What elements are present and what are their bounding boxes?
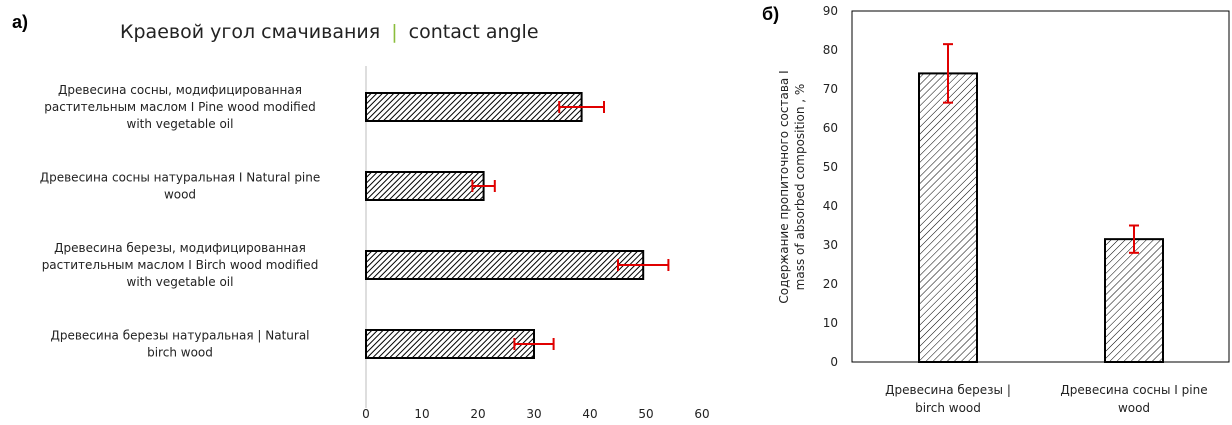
panel-a-category-label-line: with vegetable oil xyxy=(127,117,234,131)
panel-a-x-tick-label: 10 xyxy=(414,407,429,421)
panel-b-y-tick-label: 90 xyxy=(823,4,838,18)
panel-b-category-label-line: wood xyxy=(1118,401,1150,415)
panel-a-category-label-line: Древесина сосны, модифицированная xyxy=(58,83,302,97)
panel-a-x-tick-label: 50 xyxy=(638,407,653,421)
panel-a-x-tick-label: 30 xyxy=(526,407,541,421)
panel-b-y-tick-label: 70 xyxy=(823,82,838,96)
panel-b-plot-frame xyxy=(851,10,1230,363)
panel-a-category-label-line: растительным маслом I Birch wood modifie… xyxy=(42,258,319,272)
panel-a-category-label-2: Древесина березы, модифицированная растит… xyxy=(42,241,319,289)
panel-b-category-label-line: Древесина сосны I pine xyxy=(1060,383,1207,397)
panel-b-bar-0 xyxy=(918,72,978,364)
panel-a-category-label-line: Древесина сосны натуральная I Natural pi… xyxy=(40,171,321,185)
panel-a-category-label-line: Древесина березы, модифицированная xyxy=(54,241,306,255)
panel-b-y-tick-label: 60 xyxy=(823,121,838,135)
panel-b-y-axis-title-line: Содержание пропиточного состава I xyxy=(777,70,791,303)
panel-a-bar-3 xyxy=(365,329,535,359)
panel-b-y-tick-label: 80 xyxy=(823,43,838,57)
panel-b-category-label-0: Древесина березы | birch wood xyxy=(885,383,1011,415)
panel-b-bar-1 xyxy=(1104,238,1164,363)
panel-a-bar-2 xyxy=(365,250,645,280)
panel-a-category-label-3: Древесина березы натуральная | Natural bi… xyxy=(50,329,309,360)
panel-b-y-tick-label: 10 xyxy=(823,316,838,330)
panel-b-y-axis-title-line: mass of absorbed composition , % xyxy=(793,84,807,291)
panel-b-category-label-line: Древесина березы | xyxy=(885,383,1011,397)
panel-a-category-label-line: with vegetable oil xyxy=(127,275,234,289)
panel-a-label: а) xyxy=(12,12,28,32)
panel-a-bars xyxy=(365,92,670,359)
panel-b-category-label-line: birch wood xyxy=(915,401,981,415)
panel-b-y-ticks: 0 10 20 30 40 50 60 70 80 90 xyxy=(823,4,838,369)
panel-a-category-label-1: Древесина сосны натуральная I Natural pi… xyxy=(40,171,321,202)
panel-b-y-tick-label: 30 xyxy=(823,238,838,252)
panel-a-x-tick-label: 40 xyxy=(582,407,597,421)
panel-a-x-tick-label: 60 xyxy=(694,407,709,421)
panel-a-category-labels: Древесина сосны, модифицированная растите… xyxy=(40,83,321,360)
panel-a-title: Краевой угол смачивания | contact angle xyxy=(120,21,539,43)
panel-b-category-labels: Древесина березы | birch wood Древесина со… xyxy=(885,383,1207,415)
panel-b-label: б) xyxy=(762,4,779,24)
panel-a-title-en: contact angle xyxy=(409,21,539,43)
panel-a-bar-1 xyxy=(365,171,485,201)
panel-a-x-tick-label: 20 xyxy=(470,407,485,421)
panel-a-x-tick-label: 0 xyxy=(362,407,370,421)
panel-a-category-label-line: birch wood xyxy=(147,346,213,360)
panel-a-category-label-line: растительным маслом I Pine wood modified xyxy=(44,100,315,114)
panel-a-category-label-line: wood xyxy=(164,188,196,202)
panel-a-title-ru: Краевой угол смачивания xyxy=(120,21,380,43)
panel-b-y-tick-label: 50 xyxy=(823,160,838,174)
panel-a: а) Краевой угол смачивания | contact ang… xyxy=(12,12,710,421)
panel-a-title-sep: | xyxy=(391,21,397,43)
panel-b-bars xyxy=(918,43,1164,364)
panel-b-y-tick-label: 0 xyxy=(830,355,838,369)
panel-b-y-tick-label: 20 xyxy=(823,277,838,291)
panel-a-category-label-line: Древесина березы натуральная | Natural xyxy=(50,329,309,343)
panel-a-bar-0 xyxy=(365,92,583,122)
panel-a-category-label-0: Древесина сосны, модифицированная растите… xyxy=(44,83,315,131)
panel-a-x-ticks: 0 10 20 30 40 50 60 xyxy=(362,407,709,421)
panel-b-category-label-1: Древесина сосны I pine wood xyxy=(1060,383,1207,415)
panel-b-y-tick-label: 40 xyxy=(823,199,838,213)
panel-b: б) 0 10 20 30 40 50 60 70 80 90 Древесина березы … xyxy=(762,4,1230,415)
